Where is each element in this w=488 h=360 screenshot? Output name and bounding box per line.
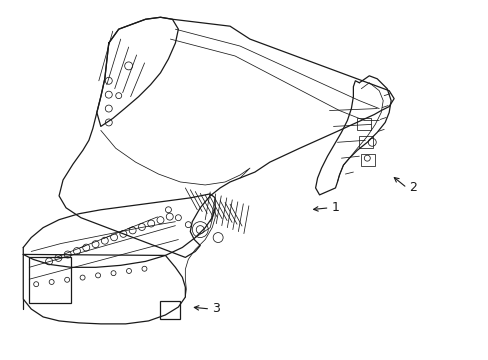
Bar [361, 154, 374, 166]
Bar [160, 301, 180, 319]
Bar [359, 136, 372, 148]
Bar [29, 257, 71, 303]
Bar [357, 118, 370, 130]
Text: 3: 3 [212, 302, 220, 315]
Text: 2: 2 [408, 181, 416, 194]
Text: 1: 1 [331, 201, 339, 214]
